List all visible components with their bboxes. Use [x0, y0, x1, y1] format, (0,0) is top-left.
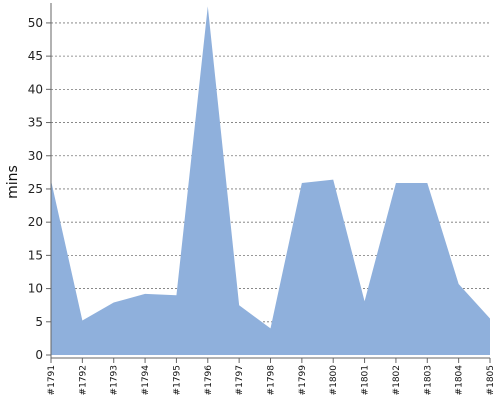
y-axis-label: mins	[5, 165, 21, 199]
y-tick-label: 40	[28, 82, 43, 96]
x-tick-label: #1792	[78, 365, 88, 395]
x-tick-label: #1800	[329, 365, 339, 396]
series-area-layer	[50, 6, 491, 355]
x-tick-label: #1804	[455, 365, 465, 396]
y-tick-label: 30	[28, 149, 43, 163]
y-tick-label: 35	[28, 116, 43, 130]
x-tick-label: #1795	[172, 365, 182, 395]
x-tick-label: #1803	[423, 365, 433, 395]
x-tick-labels: #1791 #1792 #1793 #1794 #1795 #1796 #1797 #1798…	[47, 358, 496, 395]
y-tick-label: 50	[28, 16, 43, 30]
series-area	[51, 6, 490, 355]
x-tick-label: #1801	[361, 365, 371, 395]
y-tick-label: 0	[35, 348, 43, 362]
x-tick-label: #1799	[298, 365, 308, 396]
x-tick-label: #1802	[392, 365, 402, 395]
x-tick-label: #1791	[47, 365, 57, 395]
x-tick-label: #1798	[267, 365, 277, 396]
y-tick-label: 20	[28, 215, 43, 229]
x-tick-label: #1796	[204, 365, 214, 396]
y-tick-label: 5	[35, 315, 43, 329]
y-tick-labels: 0 5 10 15 20 25 30 35 40 45 50	[28, 16, 51, 362]
x-tick-label: #1797	[235, 365, 245, 395]
y-tick-label: 25	[28, 182, 43, 196]
x-tick-label: #1794	[141, 365, 151, 396]
y-tick-label: 10	[28, 282, 43, 296]
y-tick-label: 45	[28, 49, 43, 63]
x-tick-label: #1793	[110, 365, 120, 395]
x-tick-label: #1805	[486, 365, 496, 395]
y-tick-label: 15	[28, 248, 43, 262]
